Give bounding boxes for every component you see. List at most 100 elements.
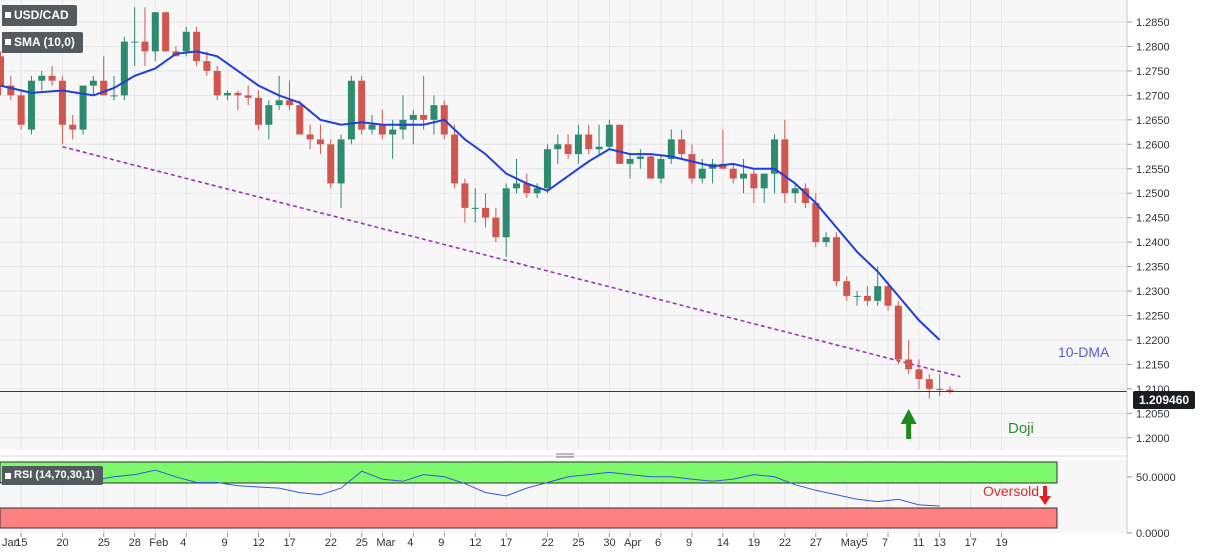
candle-body [719, 163, 727, 169]
date-tick-label: 27 [810, 537, 822, 549]
candle-body [482, 207, 490, 218]
indicator-label: SMA (10,0) [14, 35, 75, 49]
candle-body [120, 41, 128, 96]
price-tick-label: 1.2250 [1136, 310, 1170, 322]
date-tick-label: 4 [180, 537, 186, 549]
candle-body [801, 188, 809, 203]
price-tick-label: 1.2300 [1136, 286, 1170, 298]
price-tick-label: 1.2050 [1136, 408, 1170, 420]
oversold-arrow-icon [1039, 496, 1051, 505]
candle-body [925, 379, 933, 389]
rsi-label: RSI (14,70,30,1) [14, 469, 95, 481]
candle-body [688, 154, 696, 179]
rsi-tag[interactable]: RSI (14,70,30,1) [2, 466, 103, 485]
candle-body [131, 41, 139, 43]
rsi-line [0, 469, 940, 507]
candle-body [316, 139, 324, 145]
rsi-tick-label: 0.0000 [1136, 528, 1170, 540]
candle-body [358, 80, 366, 130]
price-tick-label: 1.2500 [1136, 188, 1170, 200]
candle-body [564, 144, 572, 155]
price-tick-label: 1.2800 [1136, 41, 1170, 53]
candle-body [368, 124, 376, 130]
date-tick-label: 6 [655, 537, 661, 549]
date-tick-label: May [841, 537, 862, 549]
price-tick-label: 1.2200 [1136, 335, 1170, 347]
rsi-14-line [0, 469, 940, 507]
date-tick-label: 4 [407, 537, 413, 549]
oversold-arrow-icon [1043, 486, 1047, 498]
candle-body [843, 281, 851, 296]
candle-body [38, 75, 46, 81]
candle-body [306, 134, 314, 140]
sma-line [0, 50, 941, 341]
panel-resize-handle[interactable] [556, 453, 574, 458]
candle-body [255, 97, 262, 125]
candle-body [162, 12, 170, 52]
date-tick-label: Apr [624, 537, 641, 549]
candle-body [936, 388, 944, 390]
price-axis: 1.20001.20501.21001.21501.22001.22501.23… [1127, 17, 1170, 445]
candle-body [337, 139, 345, 184]
candle-body [224, 92, 232, 96]
candle-body [89, 80, 97, 86]
date-tick-label: 12 [469, 537, 481, 549]
candle-body [265, 105, 273, 125]
candle-body [100, 80, 108, 96]
candle-body [213, 70, 221, 96]
date-tick-label: 20 [56, 537, 68, 549]
candle-body [513, 183, 520, 189]
candle-body [420, 114, 428, 120]
candle-body [874, 286, 882, 301]
date-tick-label: 15 [15, 537, 27, 549]
candle-body [58, 80, 66, 125]
candle-body [141, 41, 149, 52]
oversold-zone [0, 507, 1058, 529]
date-tick-label: 17 [965, 537, 977, 549]
candle-body [17, 95, 25, 125]
candle-body [853, 295, 861, 297]
candle-body [110, 95, 118, 97]
date-tick-label: 9 [686, 537, 692, 549]
candle-body [461, 183, 469, 208]
candle-body [905, 359, 913, 370]
candle-body [543, 149, 551, 189]
candle-body [471, 207, 479, 209]
sma-10-line [0, 50, 941, 341]
pair-tag[interactable]: USD/CAD [2, 5, 77, 26]
candle-body [585, 134, 593, 150]
price-tick-label: 1.2450 [1136, 213, 1170, 225]
candle-body [771, 139, 778, 174]
price-tick-label: 1.2750 [1136, 66, 1170, 78]
current-price-badge: 1.209460 [1133, 391, 1196, 409]
date-tick-label: 14 [717, 537, 729, 549]
candle-body [750, 173, 758, 189]
candle-body [0, 56, 4, 86]
candle-body [502, 188, 510, 238]
rsi-axis: 0.0000 50.0000 [1127, 472, 1176, 540]
candle-body [409, 114, 417, 120]
indicator-tag[interactable]: SMA (10,0) [2, 32, 83, 53]
candle-body [791, 188, 799, 194]
candle-body [884, 286, 892, 306]
date-tick-label: 22 [541, 537, 553, 549]
date-tick-label: Mar [376, 537, 395, 549]
date-tick-label: Feb [149, 537, 168, 549]
candle-body [7, 85, 15, 96]
candle-body [523, 183, 531, 194]
candle-body [275, 100, 283, 106]
candle-body [832, 237, 840, 282]
price-tick-label: 1.2400 [1136, 237, 1170, 249]
candle-body [533, 188, 541, 194]
sma-annotation: 10-DMA [1058, 344, 1110, 360]
candle-body [729, 168, 737, 179]
pair-label: USD/CAD [14, 8, 69, 22]
doji-annotation: Doji [1008, 420, 1034, 437]
rsi-zones [0, 461, 1058, 529]
doji-arrow-icon [906, 423, 912, 439]
candle-body [678, 139, 686, 155]
date-tick-label: 7 [882, 537, 888, 549]
candle-body [667, 139, 675, 159]
candles [0, 7, 954, 399]
